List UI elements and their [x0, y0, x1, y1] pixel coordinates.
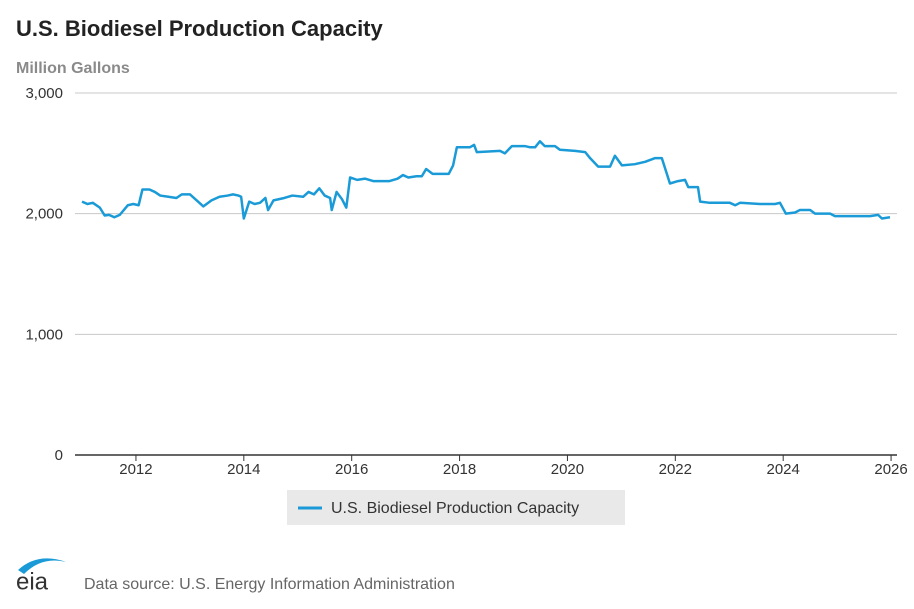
chart-title: U.S. Biodiesel Production Capacity [16, 16, 384, 41]
y-tick-label: 1,000 [25, 326, 63, 343]
chart-subtitle: Million Gallons [16, 60, 130, 77]
y-tick-label: 2,000 [25, 206, 63, 223]
x-tick-label: 2018 [443, 461, 476, 478]
logo-text: eia [16, 568, 49, 595]
x-tick-label: 2016 [335, 461, 368, 478]
y-tick-label: 0 [55, 447, 63, 464]
source-note: Data source: U.S. Energy Information Adm… [84, 576, 455, 593]
x-tick-label: 2024 [767, 461, 800, 478]
y-tick-label: 3,000 [25, 85, 63, 102]
legend-box [287, 490, 625, 525]
x-tick-label: 2022 [659, 461, 692, 478]
data-line [81, 140, 891, 220]
logo-swoosh [18, 558, 66, 574]
legend-label: U.S. Biodiesel Production Capacity [331, 500, 579, 517]
x-tick-label: 2012 [119, 461, 152, 478]
logo: eia [16, 558, 66, 595]
x-tick-label: 2020 [551, 461, 584, 478]
x-tick-label: 2014 [227, 461, 260, 478]
x-tick-label: 2026 [874, 461, 907, 478]
